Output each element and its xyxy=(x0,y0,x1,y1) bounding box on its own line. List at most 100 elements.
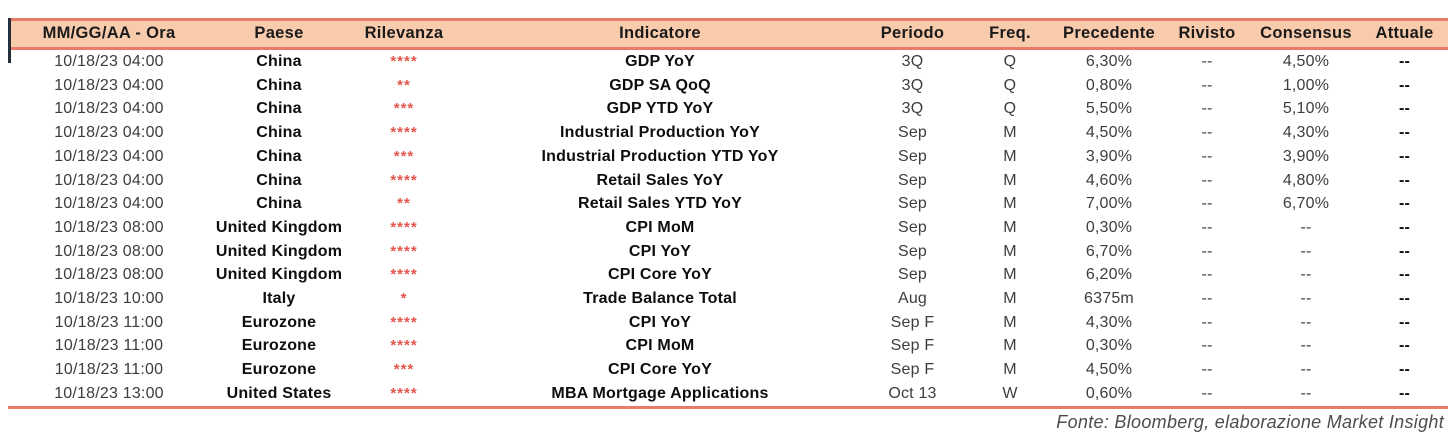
cell-freq: M xyxy=(1003,361,1017,379)
cell-consensus: 1,00% xyxy=(1282,76,1330,94)
cell-country: Eurozone xyxy=(241,313,317,331)
table-row: 10/18/23 04:00 China *** Industrial Product… xyxy=(8,145,1448,169)
cell-datetime: 10/18/23 04:00 xyxy=(54,53,164,70)
cell-country: China xyxy=(256,124,302,142)
cell-consensus: -- xyxy=(1300,290,1312,308)
cell-consensus: 6,70% xyxy=(1282,195,1330,213)
table-header: MM/GG/AA - Ora Paese Rilevanza Indicator… xyxy=(8,18,1448,50)
cell-period: Sep F xyxy=(890,337,935,355)
cell-datetime: 10/18/23 04:00 xyxy=(54,124,164,142)
cell-country: United Kingdom xyxy=(215,266,343,284)
cell-country: Italy xyxy=(262,290,296,308)
cell-freq: M xyxy=(1003,218,1017,236)
column-header-datetime: MM/GG/AA - Ora xyxy=(8,18,210,50)
cell-country: United Kingdom xyxy=(215,242,343,260)
column-header-period: Periodo xyxy=(860,18,965,50)
cell-previous: 4,50% xyxy=(1085,124,1133,142)
cell-indicator: CPI YoY xyxy=(628,313,692,331)
cell-freq: M xyxy=(1003,313,1017,331)
cell-relevance: ** xyxy=(397,195,411,213)
cell-datetime: 10/18/23 13:00 xyxy=(54,384,164,402)
cell-revised: -- xyxy=(1201,76,1213,94)
cell-previous: 0,30% xyxy=(1085,337,1133,355)
cell-revised: -- xyxy=(1201,53,1213,70)
cell-datetime: 10/18/23 04:00 xyxy=(54,171,164,189)
cell-actual: -- xyxy=(1398,124,1411,142)
cell-consensus: 4,50% xyxy=(1282,53,1330,70)
cell-datetime: 10/18/23 08:00 xyxy=(54,218,164,236)
cell-indicator: Industrial Production YTD YoY xyxy=(541,147,779,165)
cell-actual: -- xyxy=(1398,76,1411,94)
cell-actual: -- xyxy=(1398,218,1411,236)
cell-period: Aug xyxy=(897,290,928,308)
cell-country: China xyxy=(256,195,302,213)
cell-indicator: GDP SA QoQ xyxy=(609,76,711,94)
cell-country: United States xyxy=(226,384,332,402)
cell-indicator: Industrial Production YoY xyxy=(560,124,760,142)
cell-revised: -- xyxy=(1201,100,1213,118)
cell-previous: 6,70% xyxy=(1085,242,1133,260)
cell-relevance: **** xyxy=(390,337,418,355)
column-header-freq: Freq. xyxy=(965,18,1055,50)
cell-actual: -- xyxy=(1398,195,1411,213)
table-row: 10/18/23 11:00 Eurozone *** CPI Core YoY Sep… xyxy=(8,358,1448,382)
cell-consensus: -- xyxy=(1300,337,1312,355)
cell-previous: 3,90% xyxy=(1085,147,1133,165)
cell-actual: -- xyxy=(1398,361,1411,379)
cell-actual: -- xyxy=(1398,171,1411,189)
cell-datetime: 10/18/23 04:00 xyxy=(54,195,164,213)
cell-relevance: **** xyxy=(390,171,418,189)
cell-previous: 4,60% xyxy=(1085,171,1133,189)
cell-consensus: 4,80% xyxy=(1282,171,1330,189)
cell-revised: -- xyxy=(1201,361,1213,379)
column-header-previous: Precedente xyxy=(1055,18,1163,50)
source-note: Fonte: Bloomberg, elaborazione Market In… xyxy=(1056,411,1444,432)
cell-country: China xyxy=(256,76,302,94)
cell-consensus: 3,90% xyxy=(1282,147,1330,165)
cell-revised: -- xyxy=(1201,195,1213,213)
cell-consensus: 4,30% xyxy=(1282,124,1330,142)
cell-datetime: 10/18/23 08:00 xyxy=(54,242,164,260)
cell-period: Sep xyxy=(897,195,928,213)
cell-datetime: 10/18/23 10:00 xyxy=(54,290,164,308)
cell-indicator: Trade Balance Total xyxy=(583,290,737,308)
cell-period: 3Q xyxy=(901,76,924,94)
cell-previous: 4,50% xyxy=(1085,361,1133,379)
table-row: 10/18/23 13:00 United States **** MBA Mortg… xyxy=(8,382,1448,407)
cell-indicator: GDP YTD YoY xyxy=(606,100,714,118)
cell-period: Sep xyxy=(897,242,928,260)
cell-indicator: Retail Sales YTD YoY xyxy=(577,195,743,213)
cell-country: Eurozone xyxy=(241,361,317,379)
cell-indicator: CPI MoM xyxy=(625,218,695,236)
cell-freq: M xyxy=(1003,337,1017,355)
cell-indicator: CPI MoM xyxy=(625,337,695,355)
cell-country: United Kingdom xyxy=(215,218,343,236)
column-header-actual: Attuale xyxy=(1361,18,1448,50)
cell-revised: -- xyxy=(1201,124,1213,142)
cell-relevance: ** xyxy=(397,76,411,94)
cell-revised: -- xyxy=(1201,171,1213,189)
cell-revised: -- xyxy=(1201,313,1213,331)
cell-revised: -- xyxy=(1201,242,1213,260)
cell-actual: -- xyxy=(1398,313,1411,331)
table-row: 10/18/23 04:00 China *** GDP YTD YoY 3Q Q 5,50… xyxy=(8,97,1448,121)
table-row: 10/18/23 04:00 China **** Industrial Produc… xyxy=(8,121,1448,145)
cell-freq: M xyxy=(1003,147,1017,165)
cell-period: 3Q xyxy=(901,53,924,70)
cell-datetime: 10/18/23 08:00 xyxy=(54,266,164,284)
cell-consensus: -- xyxy=(1300,313,1312,331)
cell-relevance: *** xyxy=(393,147,415,165)
cell-revised: -- xyxy=(1201,147,1213,165)
table-row: 10/18/23 08:00 United Kingdom **** CPI Core… xyxy=(8,263,1448,287)
cell-datetime: 10/18/23 11:00 xyxy=(54,337,164,355)
cell-freq: M xyxy=(1003,171,1017,189)
table-row: 10/18/23 08:00 United Kingdom **** CPI MoM S… xyxy=(8,216,1448,240)
cell-actual: -- xyxy=(1398,147,1411,165)
table-row: 10/18/23 04:00 China **** Retail Sales YoY S… xyxy=(8,169,1448,193)
cell-previous: 6,20% xyxy=(1085,266,1133,284)
cell-previous: 0,30% xyxy=(1085,218,1133,236)
cell-freq: M xyxy=(1003,195,1017,213)
cell-freq: M xyxy=(1003,242,1017,260)
table-row: 10/18/23 04:00 China **** GDP YoY 3Q Q 6,30% --… xyxy=(8,49,1448,74)
